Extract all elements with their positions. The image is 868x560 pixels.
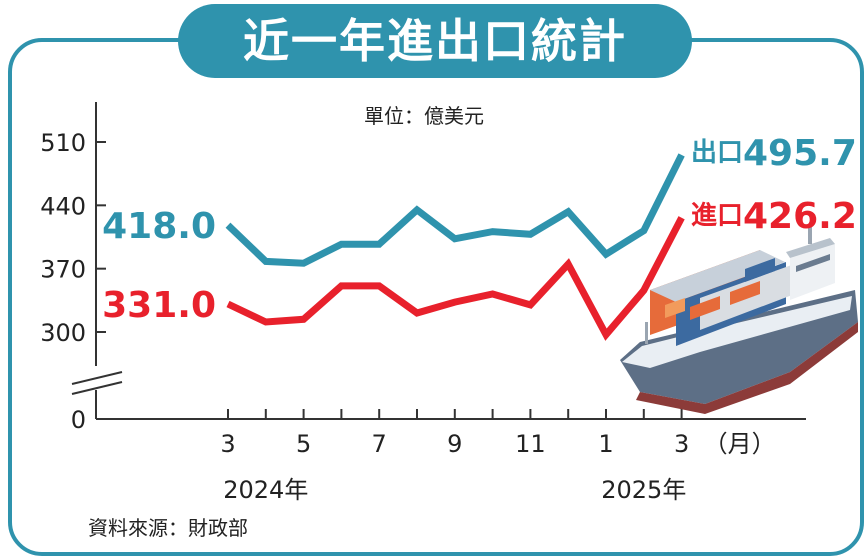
title-banner	[178, 4, 692, 78]
year-label: 2025年	[601, 476, 686, 504]
unit-label: 單位：億美元	[364, 104, 484, 128]
y-tick-label: 510	[40, 129, 86, 157]
x-tick-label: 3	[220, 430, 235, 458]
x-tick-label: 11	[515, 430, 546, 458]
end-name-import: 進口	[691, 201, 743, 231]
series-lines	[225, 153, 685, 341]
year-label: 2024年	[223, 476, 308, 504]
end-label-import: 426.2	[743, 196, 857, 237]
start-label-export: 418.0	[102, 206, 216, 247]
container-ship-illustration	[620, 226, 858, 414]
source-label: 資料來源：財政部	[88, 516, 248, 540]
x-unit-label: （月）	[704, 430, 776, 458]
start-label-import: 331.0	[102, 285, 216, 326]
series-line-import	[226, 216, 685, 341]
series-labels: 418.0 出口 495.7 331.0 進口 426.2	[102, 133, 857, 326]
axes	[71, 102, 806, 420]
x-tick-label: 9	[447, 430, 462, 458]
x-tick-label: 3	[674, 430, 689, 458]
series-line-export	[225, 153, 685, 267]
x-tick-label: 5	[296, 430, 311, 458]
y-tick-label: 300	[40, 319, 86, 347]
axis-break-mark	[71, 381, 123, 395]
y-tick-label: 440	[40, 192, 86, 220]
end-name-export: 出口	[691, 138, 743, 168]
x-tick-label: 7	[372, 430, 387, 458]
end-label-export: 495.7	[743, 133, 857, 174]
y-tick-label: 370	[40, 256, 86, 284]
axis-break-mark	[71, 371, 123, 385]
x-tick-label: 1	[598, 430, 613, 458]
y-tick-label: 0	[71, 406, 86, 434]
chart-title: 近一年進出口統計	[243, 14, 627, 68]
